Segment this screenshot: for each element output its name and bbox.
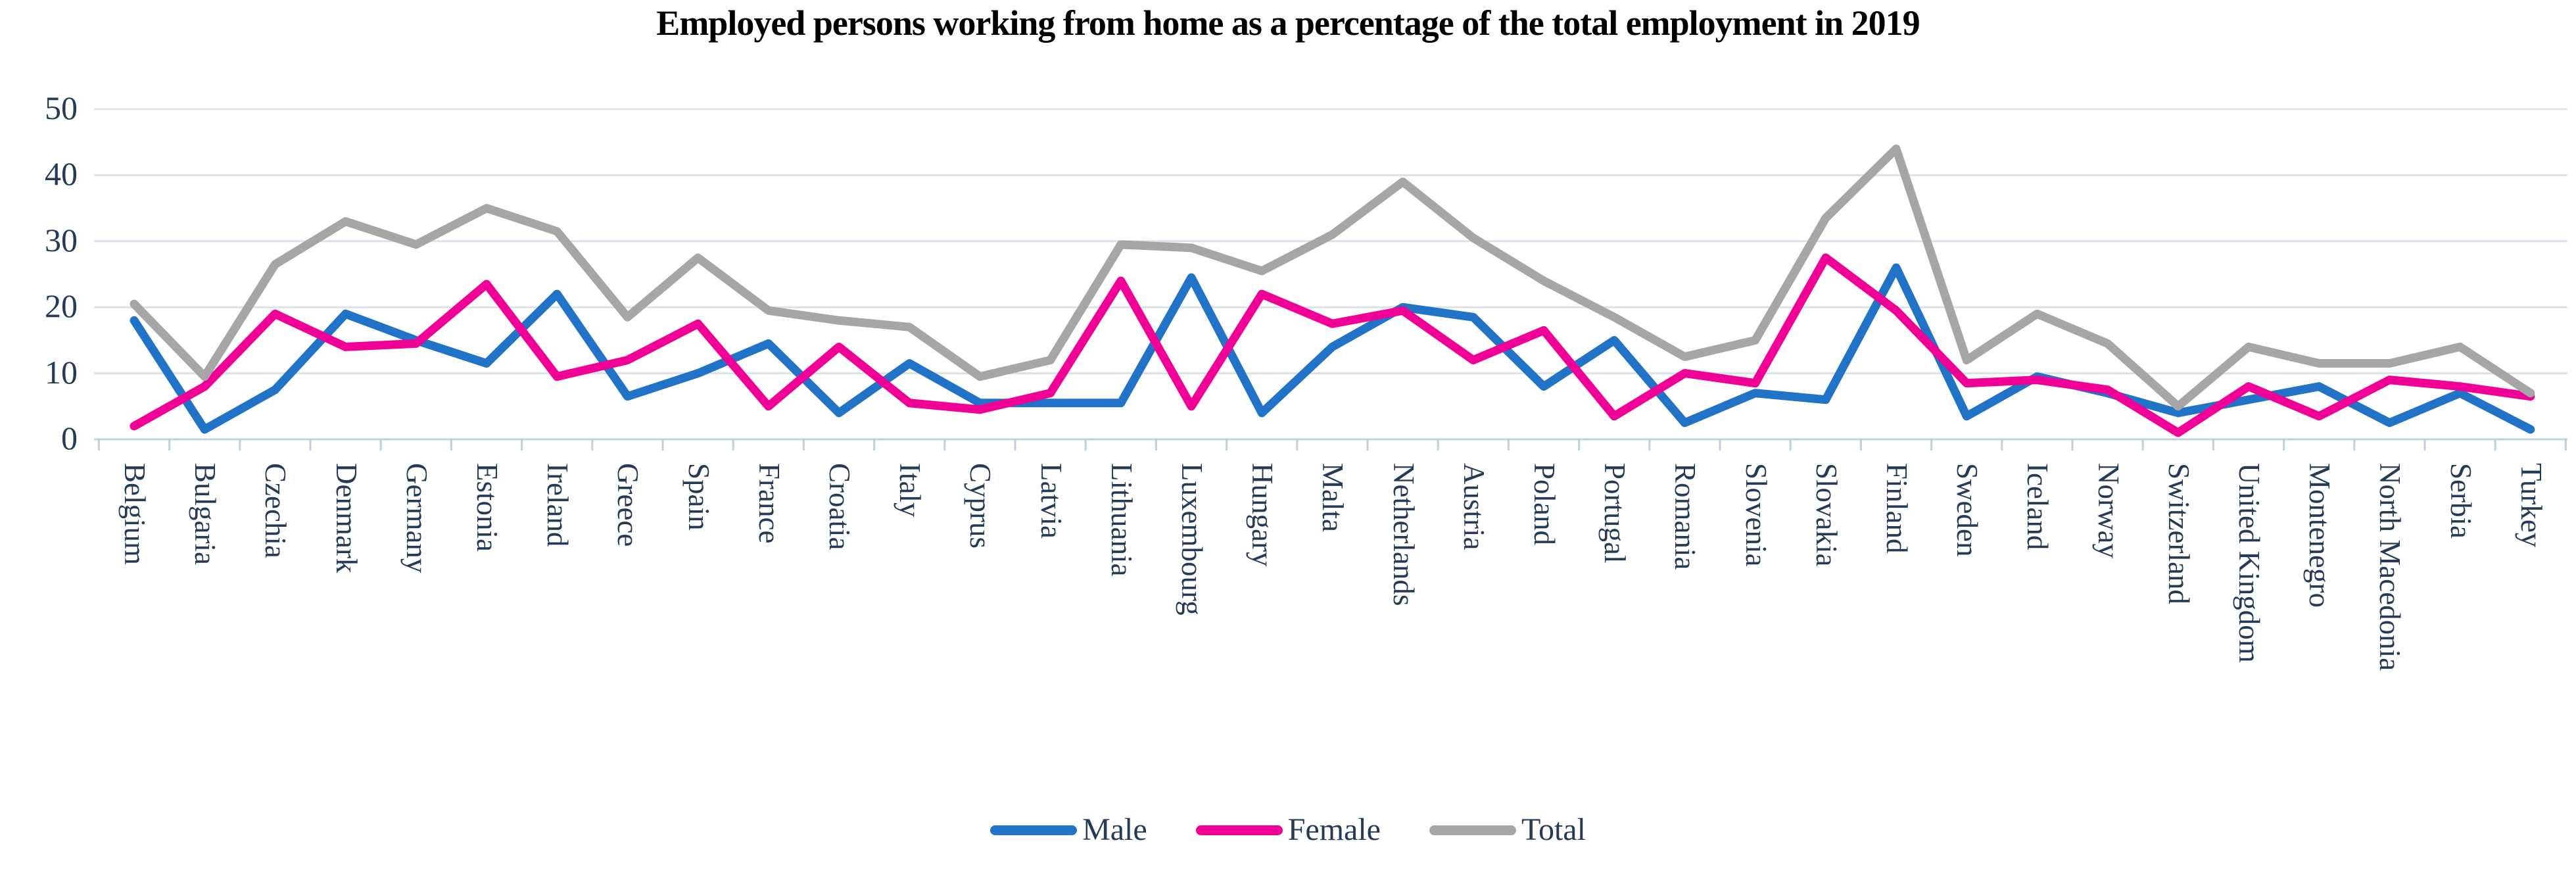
x-tick-label: Hungary bbox=[1246, 463, 1279, 567]
x-tick-label: Cyprus bbox=[964, 463, 997, 549]
x-tick-label: Sweden bbox=[1951, 463, 1984, 557]
legend: Male Female Total bbox=[0, 814, 2576, 846]
y-tick-label: 40 bbox=[45, 155, 78, 193]
x-tick-label: Italy bbox=[894, 463, 927, 518]
series-line-total bbox=[130, 144, 2535, 411]
chart-title: Employed persons working from home as a … bbox=[656, 3, 1920, 43]
x-tick-label: Slovenia bbox=[1739, 463, 1773, 567]
x-tick-label: Romania bbox=[1669, 463, 1702, 570]
x-tick-label: Germany bbox=[400, 463, 433, 573]
y-tick-label: 10 bbox=[45, 353, 78, 391]
legend-label: Male bbox=[1082, 812, 1147, 847]
legend-label: Female bbox=[1287, 812, 1381, 847]
x-tick-label: Switzerland bbox=[2162, 463, 2195, 604]
legend-swatch-icon bbox=[990, 825, 1078, 835]
x-tick-label: Austria bbox=[1457, 463, 1491, 550]
x-tick-label: Portugal bbox=[1598, 463, 1632, 564]
x-tick-label: Norway bbox=[2091, 463, 2125, 558]
x-tick-label: Serbia bbox=[2444, 463, 2477, 539]
y-tick-label: 50 bbox=[45, 89, 78, 126]
x-tick-label: Finland bbox=[1880, 463, 1913, 554]
x-tick-label: Montenegro bbox=[2303, 463, 2337, 608]
series-line-female bbox=[130, 253, 2535, 437]
x-tick-label: Lithuania bbox=[1105, 463, 1138, 577]
x-tick-label: Croatia bbox=[823, 463, 856, 550]
x-tick-label: United Kingdom bbox=[2233, 463, 2266, 663]
x-tick-label: Belgium bbox=[118, 463, 151, 565]
y-tick-label: 30 bbox=[45, 221, 78, 258]
legend-item-total: Total bbox=[1429, 814, 1586, 846]
x-tick-label: Iceland bbox=[2021, 463, 2055, 550]
x-tick-label: Luxembourg bbox=[1176, 463, 1208, 616]
x-tick-label: Poland bbox=[1528, 463, 1561, 546]
x-tick-label: Netherlands bbox=[1387, 463, 1420, 606]
legend-item-female: Female bbox=[1195, 812, 1381, 847]
x-tick-label: Malta bbox=[1316, 463, 1350, 532]
x-tick-label: Spain bbox=[682, 463, 715, 531]
legend-label: Total bbox=[1521, 812, 1586, 847]
x-tick-label: Turkey bbox=[2514, 463, 2548, 548]
x-tick-label: Latvia bbox=[1034, 463, 1068, 539]
y-tick-label: 20 bbox=[45, 287, 78, 325]
legend-swatch-icon bbox=[1429, 825, 1516, 835]
x-tick-label: Denmark bbox=[329, 463, 363, 573]
x-tick-label: Czechia bbox=[259, 463, 293, 558]
legend-swatch-icon bbox=[1195, 825, 1283, 835]
x-tick-label: Slovakia bbox=[1809, 463, 1843, 567]
x-tick-label: Bulgaria bbox=[189, 463, 222, 565]
x-tick-label: France bbox=[752, 463, 786, 544]
x-tick-label: Ireland bbox=[541, 463, 575, 547]
x-tick-label: North Macedonia bbox=[2373, 463, 2407, 671]
x-tick-label: Estonia bbox=[471, 463, 504, 552]
legend-item-male: Male bbox=[990, 814, 1147, 846]
y-tick-label: 0 bbox=[61, 420, 78, 456]
x-tick-label: Greece bbox=[611, 463, 645, 547]
